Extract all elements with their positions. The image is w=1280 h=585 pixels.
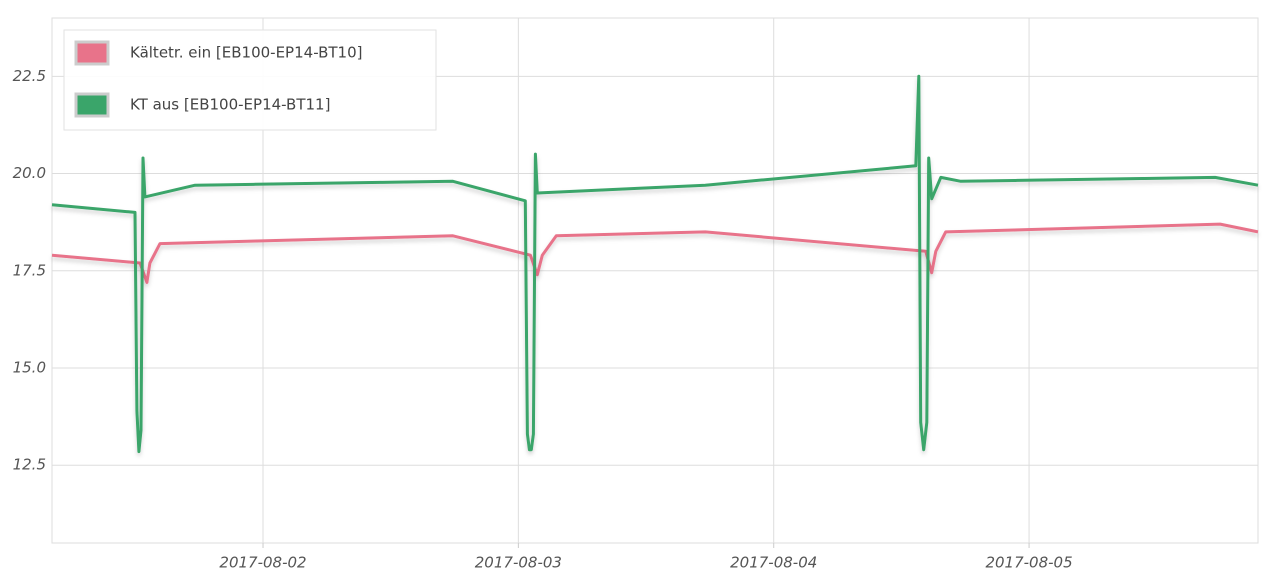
plot-frame xyxy=(51,17,1259,544)
legend-label: Kältetr. ein [EB100-EP14-BT10] xyxy=(130,44,362,62)
x-tick-label: 2017-08-02 xyxy=(219,554,306,572)
y-tick-label: 15.0 xyxy=(13,359,46,377)
x-tick-label: 2017-08-03 xyxy=(475,554,562,572)
legend-swatch xyxy=(74,40,110,66)
legend: Kältetr. ein [EB100-EP14-BT10] KT aus [EB… xyxy=(63,29,437,131)
x-tick-label: 2017-08-05 xyxy=(985,554,1072,572)
legend-box xyxy=(63,29,437,131)
y-tick-label: 22.5 xyxy=(13,67,46,85)
legend-swatch xyxy=(74,92,110,118)
y-tick-label: 20.0 xyxy=(13,164,46,182)
series-line xyxy=(51,222,1259,284)
x-tick-label: 2017-08-04 xyxy=(730,554,817,572)
series-line xyxy=(51,74,1259,454)
y-tick-label: 17.5 xyxy=(13,261,46,279)
legend-label: KT aus [EB100-EP14-BT11] xyxy=(130,96,330,114)
y-tick-label: 12.5 xyxy=(13,456,46,474)
